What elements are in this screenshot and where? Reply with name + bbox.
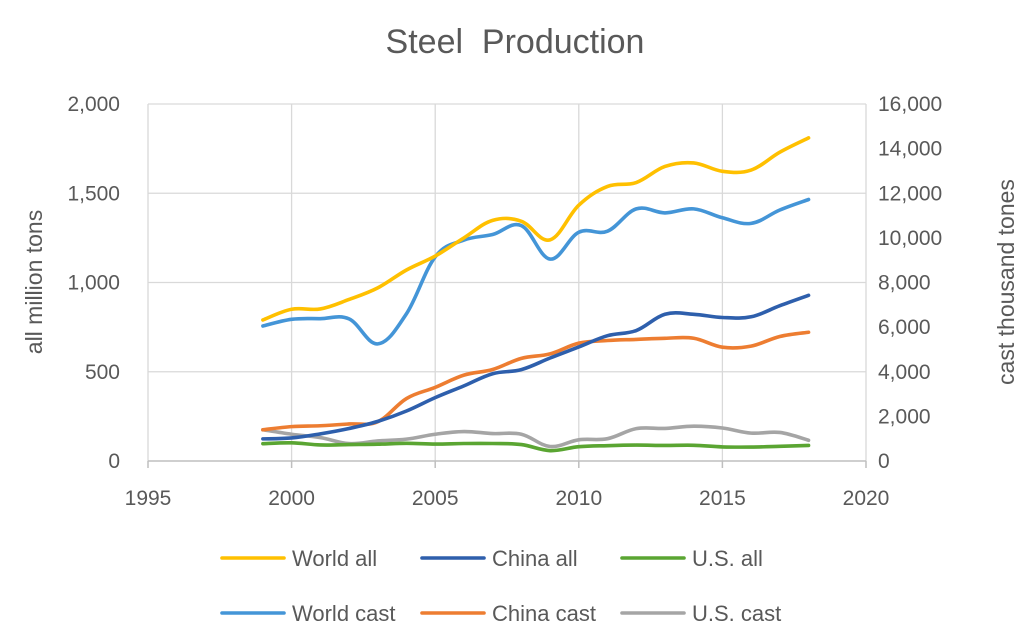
y2-tick-label: 10,000 xyxy=(878,227,942,250)
series-line-china-all xyxy=(261,293,811,441)
series-line-u-s-all xyxy=(261,440,811,453)
legend-item-world-cast: World cast xyxy=(220,601,396,626)
y2-tick-label: 6,000 xyxy=(878,316,931,339)
y-tick-label: 0 xyxy=(108,450,120,473)
y-tick-label: 1,000 xyxy=(67,272,120,295)
y2-tick-label: 8,000 xyxy=(878,272,931,295)
x-tick-label: 2010 xyxy=(555,487,602,510)
y-tick-label: 1,500 xyxy=(67,182,120,205)
legend: World all China all U.S. all World cast Chin… xyxy=(220,546,781,626)
y2-tick-label: 12,000 xyxy=(878,182,942,205)
legend-label: U.S. cast xyxy=(692,601,781,626)
chart-title: Steel Production xyxy=(386,23,645,61)
legend-label: World all xyxy=(292,546,377,571)
grid xyxy=(147,103,867,461)
y-axis-title: all million tons xyxy=(21,210,47,354)
x-tick-label: 2000 xyxy=(268,487,315,510)
y-tick-label: 2,000 xyxy=(67,93,120,116)
legend-item-china-cast: China cast xyxy=(420,601,596,626)
x-tick-label: 2020 xyxy=(843,487,890,510)
axes: 1995 2000 2005 2010 2015 2020 0 500 1,000 1,500 2,… xyxy=(67,93,942,510)
legend-item-u-s-cast: U.S. cast xyxy=(620,601,781,626)
legend-label: World cast xyxy=(292,601,396,626)
legend-label: China all xyxy=(492,546,578,571)
series-line-world-cast xyxy=(261,197,811,346)
y-tick-label: 500 xyxy=(85,361,120,384)
x-tick-label: 2015 xyxy=(699,487,746,510)
series-line-world-all xyxy=(261,136,811,322)
legend-item-u-s-all: U.S. all xyxy=(620,546,763,571)
legend-label: China cast xyxy=(492,601,596,626)
y2-tick-label: 0 xyxy=(878,450,890,473)
legend-label: U.S. all xyxy=(692,546,763,571)
y2-axis-title: cast thousand tones xyxy=(993,179,1019,385)
x-tick-label: 1995 xyxy=(125,487,172,510)
y2-tick-label: 2,000 xyxy=(878,405,931,428)
y2-tick-label: 16,000 xyxy=(878,93,942,116)
x-tick-label: 2005 xyxy=(412,487,459,510)
y2-tick-label: 14,000 xyxy=(878,138,942,161)
y2-tick-label: 4,000 xyxy=(878,361,931,384)
legend-item-world-all: World all xyxy=(220,546,377,571)
series-lines xyxy=(261,136,811,453)
legend-item-china-all: China all xyxy=(420,546,578,571)
series-line-china-cast xyxy=(261,330,811,432)
